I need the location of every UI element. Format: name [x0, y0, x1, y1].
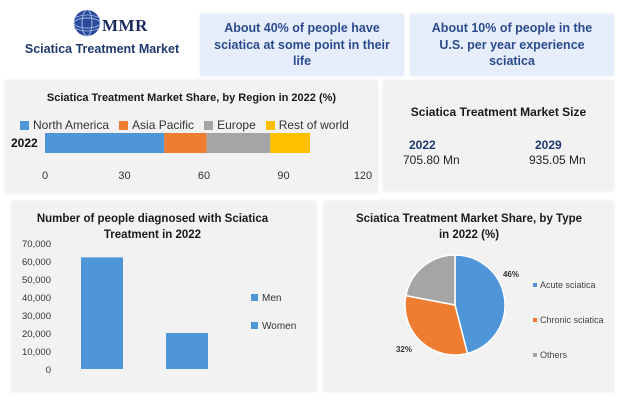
bar-segment-asia-pacific [164, 133, 207, 153]
market-size-panel: Sciatica Treatment Market Size 2022 705.… [383, 80, 614, 191]
bar-segment-north-america [45, 133, 165, 153]
market-size-year-2022: 2022 [409, 138, 436, 152]
market-size-year-2029: 2029 [535, 138, 562, 152]
type-chart-title: Sciatica Treatment Market Share, by Type… [355, 213, 583, 242]
pie-data-label: 32% [396, 345, 412, 354]
legend-swatch [533, 318, 537, 322]
category-label: 2022 [11, 136, 38, 150]
legend-label: Others [540, 350, 568, 360]
legend-swatch [20, 120, 29, 130]
people-diagnosed-panel: Number of people diagnosed with Sciatica… [11, 201, 316, 392]
y-tick-label: 50,000 [22, 275, 51, 286]
bar-women [166, 333, 208, 369]
logo-text: MMR [102, 16, 148, 35]
y-tick-label: 10,000 [22, 347, 51, 358]
legend-label: Asia Pacific [132, 118, 195, 132]
legend-item-asia-pacific: Asia Pacific [119, 118, 194, 132]
legend-label: Acute sciatica [540, 280, 596, 290]
region-legend: North America Asia Pacific Europe Rest o… [20, 118, 349, 132]
y-tick-label: 60,000 [22, 257, 51, 268]
market-size-title: Sciatica Treatment Market Size [410, 105, 587, 119]
bar-segment-europe [206, 133, 271, 153]
pie-data-label: 46% [503, 270, 519, 279]
legend-item-north-america: North America [20, 118, 109, 132]
bar-men [81, 257, 123, 369]
legend-label: Men [262, 293, 281, 304]
pie-slice-chronic-sciatica [404, 294, 469, 356]
fact-card-1: About 40% of people have sciatica at som… [200, 14, 404, 76]
site-title: Sciatica Treatment Market [24, 42, 180, 56]
pie-slice-acute-sciatica [454, 254, 506, 355]
y-tick-label: 70,000 [22, 239, 51, 250]
bar-segment-rest-of-world [270, 133, 310, 153]
legend-label: Chronic sciatica [540, 315, 604, 325]
legend-label: Rest of world [278, 118, 349, 132]
legend-swatch [251, 294, 258, 301]
market-size-value-2022: 705.80 Mn [403, 153, 460, 167]
x-tick-label: 120 [354, 170, 372, 182]
region-chart-title: Sciatica Treatment Market Share, by Regi… [46, 92, 337, 104]
type-share-panel: Sciatica Treatment Market Share, by Type… [324, 201, 614, 392]
pie-slice-others [405, 254, 456, 306]
legend-label: Europe [217, 118, 256, 132]
legend-swatch [119, 120, 129, 130]
region-stacked-bar-chart: 2022 0 30 60 90 120 [11, 133, 372, 182]
logo-area: MMR Sciatica Treatment Market [8, 6, 196, 72]
legend-swatch [533, 283, 537, 287]
legend-swatch [533, 353, 537, 357]
fact-card-2: About 10% of people in the U.S. per year… [410, 14, 614, 76]
type-pie-chart: 46% 32% Acute sciatica Chronic sciatica Oth… [396, 254, 604, 360]
region-share-panel: Sciatica Treatment Market Share, by Regi… [5, 80, 378, 193]
legend-item-europe: Europe [204, 118, 256, 132]
y-tick-label: 40,000 [22, 293, 51, 304]
y-tick-label: 20,000 [22, 329, 51, 340]
x-tick-label: 60 [198, 170, 210, 182]
globe-logo-icon [73, 9, 101, 37]
legend-swatch [204, 120, 214, 130]
x-tick-label: 0 [42, 170, 48, 182]
legend-swatch [251, 322, 258, 329]
people-chart-title: Number of people diagnosed with Sciatica… [36, 213, 269, 242]
legend-item-rest-of-world: Rest of world [265, 118, 349, 132]
y-tick-label: 0 [46, 365, 51, 376]
legend-swatch [265, 120, 275, 130]
market-size-value-2029: 935.05 Mn [529, 153, 586, 167]
legend-label: Women [262, 321, 296, 332]
x-tick-label: 90 [277, 170, 289, 182]
x-tick-label: 30 [118, 170, 130, 182]
people-bar-chart: 0 10,000 20,000 30,000 40,000 50,000 60,000 70,… [22, 239, 296, 376]
legend-label: North America [33, 118, 110, 132]
y-tick-label: 30,000 [22, 311, 51, 322]
